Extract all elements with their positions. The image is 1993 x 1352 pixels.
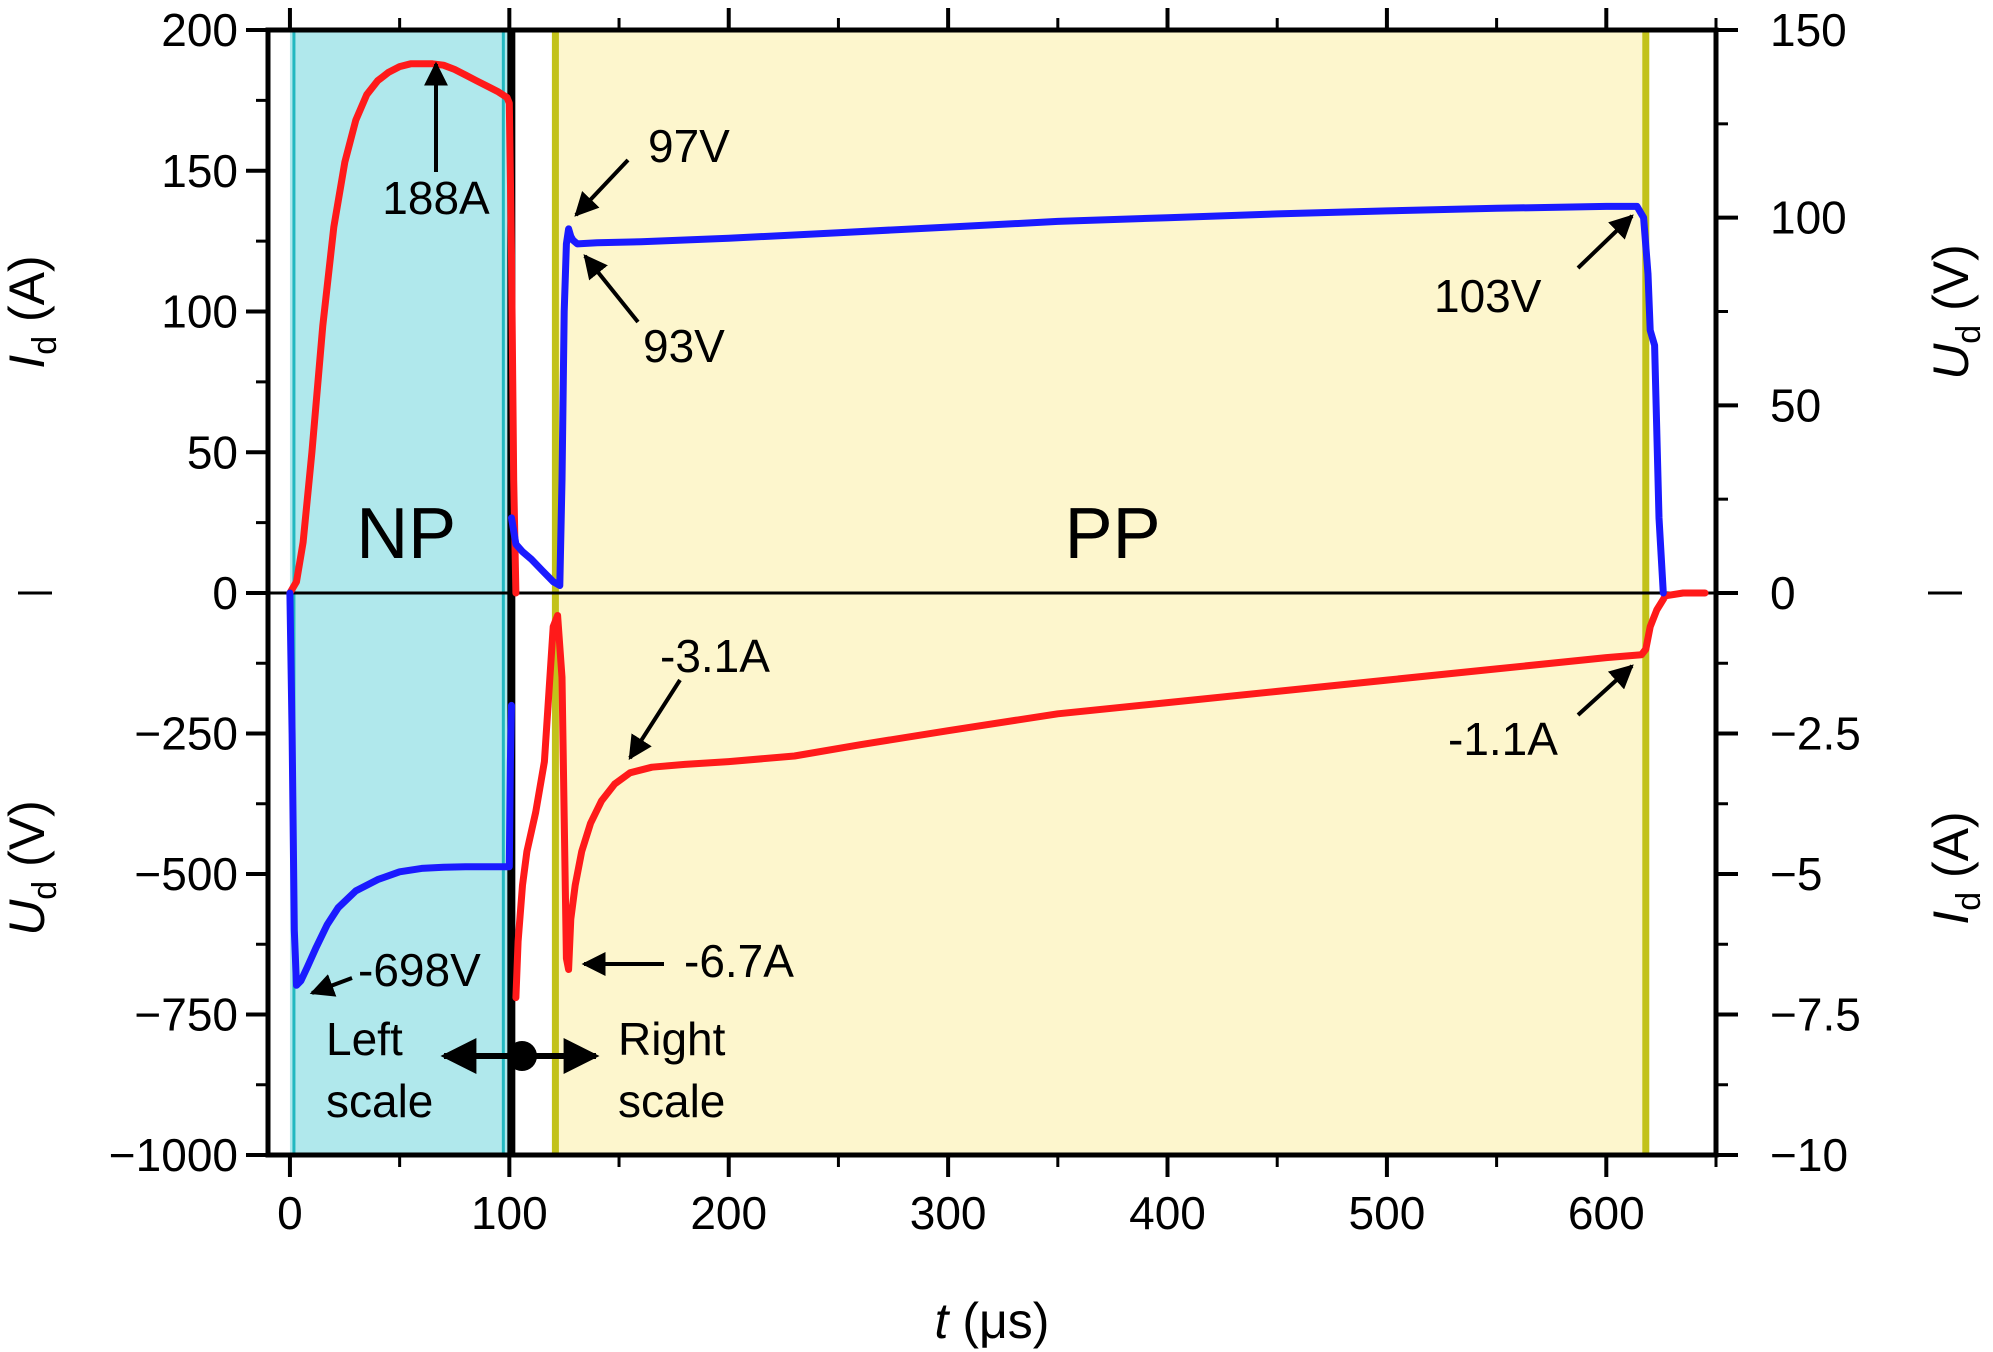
series-line-1 [512, 589, 1709, 1002]
annotation-label: 103V [1434, 270, 1542, 322]
annotation-label: 188A [382, 172, 490, 224]
annotation-label: -1.1A [1448, 713, 1558, 765]
x-tick-label: 0 [277, 1187, 303, 1239]
right-tick-label: −5 [1770, 848, 1822, 900]
scale-divider-dot [507, 1041, 537, 1071]
x-tick-label: 300 [910, 1187, 987, 1239]
left-tick-label: 0 [212, 567, 238, 619]
right-tick-label: −7.5 [1770, 989, 1861, 1041]
annotation-arrow [574, 158, 630, 217]
axes-layer: 0 100 200 300 400 500 600050100150200−250−500−… [0, 4, 1988, 1349]
annotation-arrow [583, 254, 640, 324]
right-lower-axis-title: Id (A) [1923, 811, 1988, 924]
left-tick-label: −250 [134, 708, 238, 760]
right-tick-label: −10 [1770, 1129, 1848, 1181]
x-tick-label: 200 [690, 1187, 767, 1239]
left-tick-label: −1000 [109, 1129, 238, 1181]
annotation-label: -698V [358, 944, 481, 996]
left-tick-label: 200 [161, 4, 238, 56]
right-tick-label: 150 [1770, 4, 1847, 56]
annotations-layer: NP PP 188A 97V 93V 103V -3.1A -1.1A -6.7A -698V Le… [309, 61, 1634, 1127]
np-label: NP [356, 494, 456, 574]
left-lower-axis-title: Ud (V) [0, 800, 64, 936]
left-tick-label: 100 [161, 286, 238, 338]
left-tick-label: 150 [161, 145, 238, 197]
left-scale-label: scale [326, 1075, 433, 1127]
right-tick-label: 50 [1770, 379, 1821, 431]
x-axis-title: t (μs) [935, 1293, 1050, 1349]
left-tick-label: −750 [134, 989, 238, 1041]
right-upper-axis-title: Ud (V) [1923, 244, 1988, 380]
left-scale-label: Left [326, 1013, 403, 1065]
annotation-arrow [628, 678, 682, 761]
right-scale-label: Right [618, 1013, 726, 1065]
x-tick-label: 500 [1349, 1187, 1426, 1239]
annotation-label: -6.7A [684, 935, 794, 987]
left-upper-axis-title: Id (A) [0, 255, 64, 368]
annotation-label: 97V [648, 120, 730, 172]
annotation-arrow [309, 974, 353, 997]
left-tick-label: 50 [187, 426, 238, 478]
series-line-3 [508, 202, 1667, 597]
left-tick-label: −500 [134, 848, 238, 900]
series-line-2 [286, 589, 515, 989]
x-tick-label: 100 [471, 1187, 548, 1239]
x-tick-label: 600 [1568, 1187, 1645, 1239]
annotation-arrow [1576, 664, 1634, 717]
right-scale-label: scale [618, 1075, 725, 1127]
right-tick-label: −2.5 [1770, 708, 1861, 760]
annotation-label: 93V [643, 320, 725, 372]
annotation-arrow [1576, 214, 1634, 270]
right-tick-label: 0 [1770, 567, 1796, 619]
right-tick-label: 100 [1770, 192, 1847, 244]
series-layer [286, 60, 1709, 1002]
annotation-label: -3.1A [660, 630, 770, 682]
series-line-0 [286, 60, 520, 597]
pp-label: PP [1065, 494, 1161, 574]
x-tick-label: 400 [1129, 1187, 1206, 1239]
